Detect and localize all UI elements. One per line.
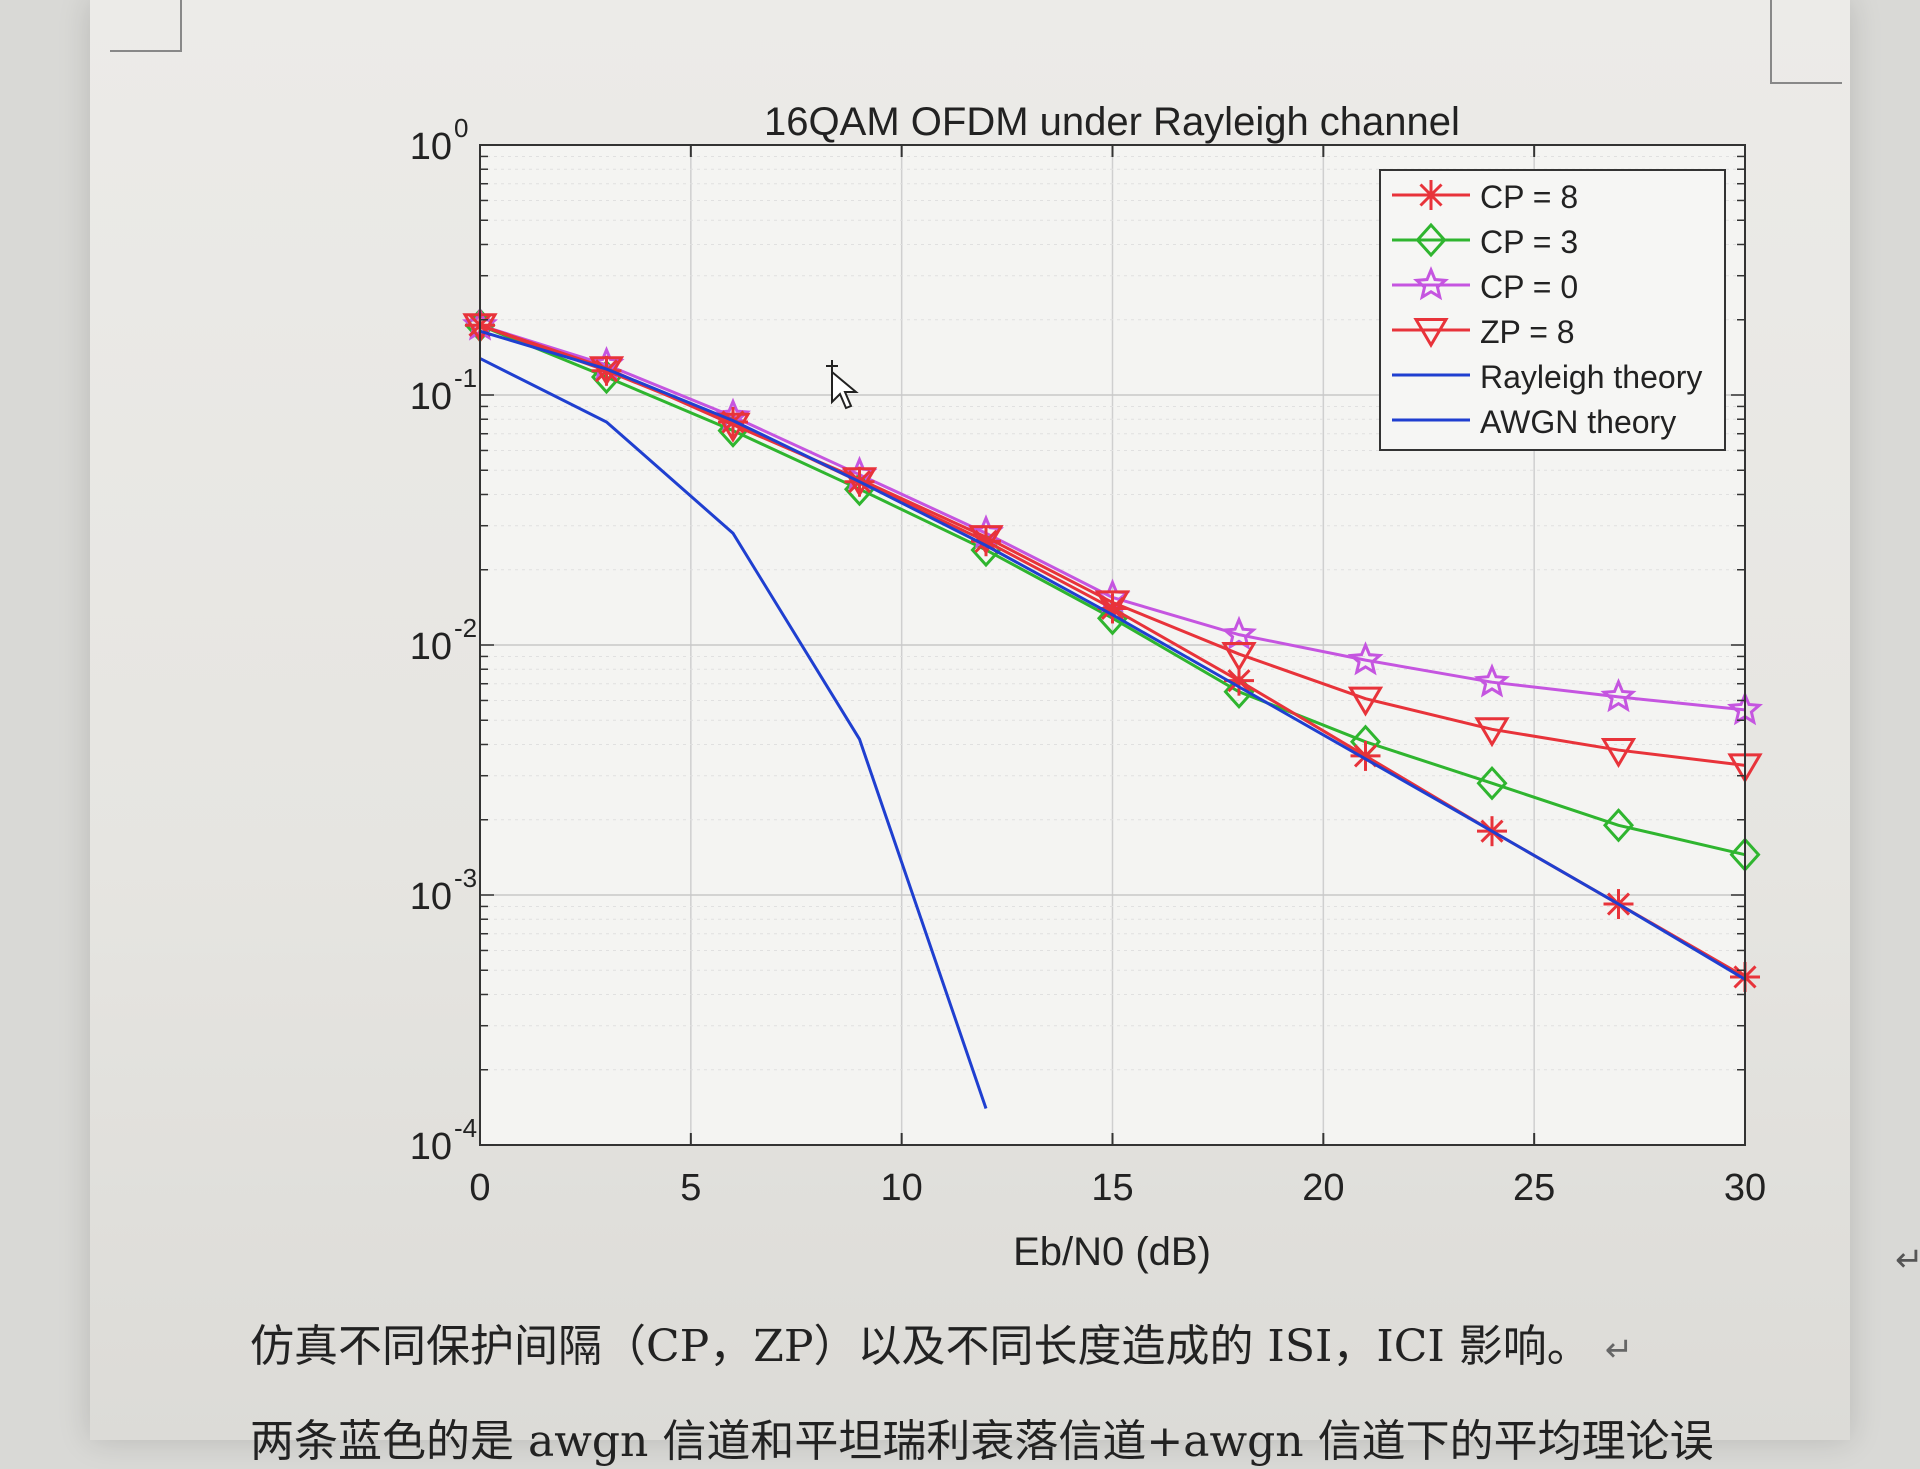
data-point-asterisk: [1224, 665, 1254, 696]
asterisk-stroke: [974, 529, 998, 553]
legend-label: CP = 0: [1480, 269, 1578, 305]
y-tick-label-base: 10: [410, 1126, 452, 1168]
legend-label: AWGN theory: [1480, 404, 1676, 440]
asterisk-stroke: [1100, 596, 1125, 621]
x-tick-label: 10: [881, 1167, 923, 1209]
mouse-cursor-icon: [826, 360, 859, 410]
x-tick-label: 5: [680, 1167, 701, 1209]
legend-item: AWGN theory: [1392, 404, 1676, 440]
x-axis-label: Eb/N0 (dB): [1013, 1230, 1211, 1274]
legend-label: ZP = 8: [1480, 314, 1575, 350]
y-tick-label-exponent: -1: [454, 363, 477, 393]
series-4: [479, 329, 1746, 981]
data-point-asterisk: [1416, 180, 1446, 210]
side-return-mark: ↵: [1895, 1240, 1920, 1280]
legend-item: Rayleigh theory: [1392, 359, 1702, 395]
legend-label: CP = 3: [1480, 224, 1578, 260]
data-point-asterisk: [591, 355, 622, 386]
y-tick-label: 10 -3: [410, 863, 477, 918]
data-point-triangle: [1413, 318, 1449, 348]
data-point-pentagram: [1347, 641, 1384, 676]
y-tick-label-base: 10: [410, 626, 452, 668]
chart-title: 16QAM OFDM under Rayleigh channel: [764, 100, 1460, 144]
y-tick-label: 10 -4: [410, 1113, 477, 1168]
caption-line-2: 两条蓝色的是 awgn 信道和平坦瑞利衰落信道+awgn 信道下的平均理论误: [250, 1416, 1714, 1467]
y-tick-label: 10 0: [410, 113, 469, 168]
x-tick-label: 30: [1724, 1167, 1766, 1209]
y-tick-label: 10 -2: [410, 613, 477, 668]
data-point-pentagram: [1221, 615, 1257, 650]
series-line: [479, 357, 988, 1109]
data-point-triangle: [1221, 642, 1257, 673]
legend-item: CP = 3: [1392, 222, 1578, 260]
legend-item: CP = 0: [1392, 266, 1578, 305]
y-tick-label-base: 10: [410, 876, 452, 918]
asterisk-stroke: [1419, 183, 1443, 207]
axis-ticks: [479, 145, 1746, 1146]
data-point-diamond: [1415, 222, 1447, 258]
data-point-pentagram: [1413, 266, 1449, 301]
y-tick-label-base: 10: [410, 126, 452, 168]
data-point-triangle: [1474, 717, 1510, 748]
y-tick-label-exponent: -3: [454, 863, 477, 893]
caption-line-1-text: 仿真不同保护间隔（CP，ZP）以及不同长度造成的 ISI，ICI 影响。: [250, 1321, 1591, 1372]
data-point-triangle: [1347, 686, 1384, 717]
legend: CP = 8 CP = 3 CP = 0 ZP = 8 Rayleigh theory A…: [1379, 169, 1726, 451]
series-line: [479, 329, 1746, 981]
x-tick-label: 15: [1091, 1167, 1133, 1209]
data-point-pentagram: [1474, 663, 1510, 698]
legend-label: Rayleigh theory: [1480, 359, 1702, 395]
data-point-pentagram: [1600, 677, 1637, 713]
page-corner-mark-left: [110, 0, 182, 52]
asterisk-stroke: [1353, 744, 1378, 768]
x-tick-label: 0: [469, 1167, 490, 1209]
y-tick-label-exponent: -4: [454, 1113, 477, 1143]
asterisk-stroke: [1227, 669, 1251, 693]
asterisk-stroke: [594, 359, 619, 383]
y-tick-label-exponent: -2: [454, 613, 477, 643]
legend-items: CP = 8 CP = 3 CP = 0 ZP = 8 Rayleigh theory A…: [1392, 179, 1702, 440]
y-tick-label: 10 -1: [410, 363, 477, 418]
legend-item: ZP = 8: [1392, 314, 1575, 350]
series-5: [479, 357, 988, 1109]
ber-chart: 16QAM OFDM under Rayleigh channel Eb/N0 …: [410, 100, 1766, 1274]
data-point-triangle: [1600, 738, 1637, 769]
data-point-diamond: [1602, 808, 1635, 843]
legend-label: CP = 8: [1480, 179, 1578, 215]
x-tick-label: 25: [1513, 1167, 1555, 1209]
data-point-diamond: [1476, 765, 1508, 801]
legend-box: [1379, 169, 1726, 451]
caption-line-1: 仿真不同保护间隔（CP，ZP）以及不同长度造成的 ISI，ICI 影响。 ↵: [250, 1310, 1850, 1374]
x-tick-label: 20: [1302, 1167, 1344, 1209]
page-corner-mark-right: [1770, 0, 1842, 84]
y-tick-label-base: 10: [410, 376, 452, 418]
caption-return-mark: ↵: [1604, 1330, 1634, 1370]
x-tick-labels: 0 5 10 15 20 25 30: [469, 1167, 1766, 1209]
y-tick-label-exponent: 0: [454, 113, 468, 143]
legend-item: CP = 8: [1392, 179, 1578, 215]
